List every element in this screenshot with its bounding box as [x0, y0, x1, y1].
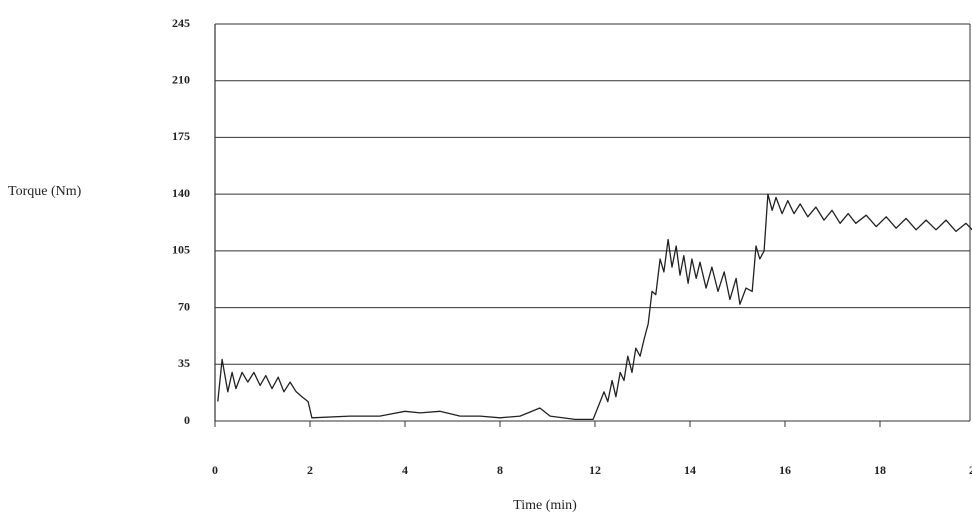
x-tick-label: 2: [307, 463, 313, 477]
y-tick-label: 210: [172, 72, 190, 86]
x-tick-label: 14: [684, 463, 696, 477]
x-tick-label: 4: [402, 463, 408, 477]
x-tick-label: 0: [212, 463, 218, 477]
data-line: [217, 193, 972, 421]
x-tick-label: 12: [589, 463, 601, 477]
x-tick-label: 18: [874, 463, 886, 477]
y-tick-label: 245: [172, 16, 190, 30]
y-axis-label: Torque (Nm): [8, 184, 82, 199]
y-tick-label: 0: [184, 413, 190, 427]
x-axis-label: Time (min): [513, 498, 577, 513]
x-tick-label: 16: [779, 463, 791, 477]
y-tick-label: 175: [172, 129, 190, 143]
x-tick-label: 8: [497, 463, 503, 477]
y-tick-label: 140: [172, 186, 190, 200]
y-tick-label: 35: [178, 356, 190, 370]
x-tick-label: 20: [969, 463, 972, 477]
y-tick-label: 70: [178, 299, 190, 313]
y-tick-label: 105: [172, 243, 190, 257]
